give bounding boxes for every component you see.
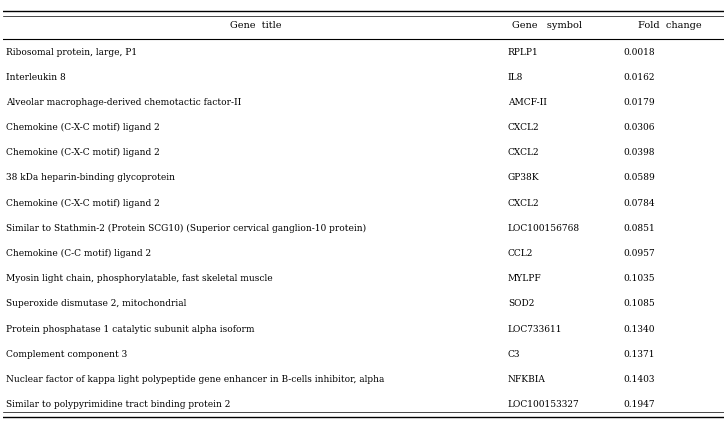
Text: Chemokine (C-C motif) ligand 2: Chemokine (C-C motif) ligand 2 [7,249,151,258]
Text: LOC100153327: LOC100153327 [507,400,579,409]
Text: 0.0589: 0.0589 [623,173,655,182]
Text: Complement component 3: Complement component 3 [7,350,128,359]
Text: Similar to polypyrimidine tract binding protein 2: Similar to polypyrimidine tract binding … [7,400,230,409]
Text: 0.1340: 0.1340 [623,325,655,333]
Text: IL8: IL8 [507,73,523,82]
Text: 38 kDa heparin-binding glycoprotein: 38 kDa heparin-binding glycoprotein [7,173,175,182]
Text: 0.0398: 0.0398 [623,148,655,157]
Text: GP38K: GP38K [507,173,539,182]
Text: Ribosomal protein, large, P1: Ribosomal protein, large, P1 [7,48,137,57]
Text: 0.0851: 0.0851 [623,224,655,233]
Text: Myosin light chain, phosphorylatable, fast skeletal muscle: Myosin light chain, phosphorylatable, fa… [7,274,273,283]
Text: Chemokine (C-X-C motif) ligand 2: Chemokine (C-X-C motif) ligand 2 [7,148,160,157]
Text: 0.1403: 0.1403 [623,375,655,384]
Text: Interleukin 8: Interleukin 8 [7,73,66,82]
Text: Protein phosphatase 1 catalytic subunit alpha isoform: Protein phosphatase 1 catalytic subunit … [7,325,255,333]
Text: AMCF-II: AMCF-II [507,98,547,107]
Text: 0.0306: 0.0306 [623,123,655,132]
Text: NFKBIA: NFKBIA [507,375,546,384]
Text: Gene  title: Gene title [230,21,281,30]
Text: Similar to Stathmin-2 (Protein SCG10) (Superior cervical ganglion-10 protein): Similar to Stathmin-2 (Protein SCG10) (S… [7,224,366,233]
Text: 0.0784: 0.0784 [623,199,655,208]
Text: Chemokine (C-X-C motif) ligand 2: Chemokine (C-X-C motif) ligand 2 [7,123,160,132]
Text: LOC733611: LOC733611 [507,325,562,333]
Text: C3: C3 [507,350,521,359]
Text: 0.1035: 0.1035 [623,274,655,283]
Text: 0.0018: 0.0018 [623,48,655,57]
Text: MYLPF: MYLPF [507,274,542,283]
Text: Superoxide dismutase 2, mitochondrial: Superoxide dismutase 2, mitochondrial [7,299,187,308]
Text: 0.0179: 0.0179 [623,98,655,107]
Text: Gene   symbol: Gene symbol [513,21,582,30]
Text: Chemokine (C-X-C motif) ligand 2: Chemokine (C-X-C motif) ligand 2 [7,198,160,208]
Text: CXCL2: CXCL2 [507,199,539,208]
Text: CCL2: CCL2 [507,249,533,258]
Text: Alveolar macrophage-derived chemotactic factor-II: Alveolar macrophage-derived chemotactic … [7,98,241,107]
Text: CXCL2: CXCL2 [507,123,539,132]
Text: Fold  change: Fold change [638,21,702,30]
Text: CXCL2: CXCL2 [507,148,539,157]
Text: RPLP1: RPLP1 [507,48,539,57]
Text: 0.0957: 0.0957 [623,249,655,258]
Text: Nuclear factor of kappa light polypeptide gene enhancer in B-cells inhibitor, al: Nuclear factor of kappa light polypeptid… [7,375,385,384]
Text: 0.0162: 0.0162 [623,73,655,82]
Text: 0.1947: 0.1947 [623,400,655,409]
Text: 0.1371: 0.1371 [623,350,655,359]
Text: LOC100156768: LOC100156768 [507,224,580,233]
Text: 0.1085: 0.1085 [623,299,655,308]
Text: SOD2: SOD2 [507,299,534,308]
